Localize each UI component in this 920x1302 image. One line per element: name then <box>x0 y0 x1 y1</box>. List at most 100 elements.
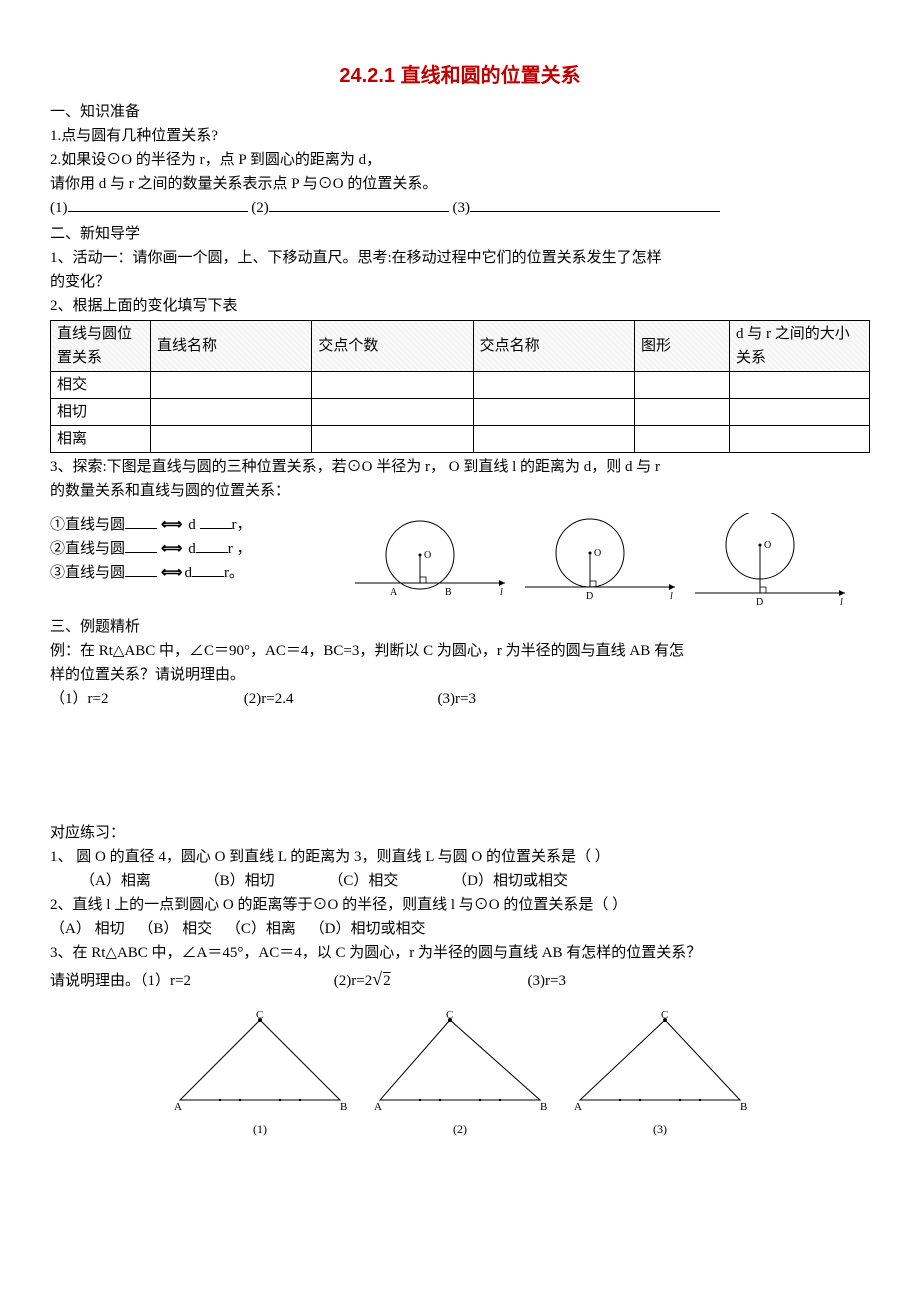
cell[interactable] <box>312 426 473 453</box>
q1-opt-c[interactable]: （C）相交 <box>328 869 398 893</box>
cell[interactable] <box>634 372 729 399</box>
q3-r2: (2)r=2√2 <box>334 965 524 994</box>
rel3-blank1[interactable] <box>125 562 157 577</box>
table-row: 相交 <box>51 372 870 399</box>
line-label: l <box>500 587 503 598</box>
practice-q3a: 3、在 Rt△ABC 中，∠A＝45°，AC＝4，以 C 为圆心，r 为半径的圆… <box>50 941 870 965</box>
line-label: l <box>840 597 843 608</box>
row-1-label: 相切 <box>51 399 151 426</box>
cell[interactable] <box>312 372 473 399</box>
s1-q2a: 2.如果设⊙O 的半径为 r，点 P 到圆心的距离为 d， <box>50 148 870 172</box>
table-row: 相切 <box>51 399 870 426</box>
cell[interactable] <box>473 426 634 453</box>
point-d: D <box>586 591 593 602</box>
q2-opt-a[interactable]: （A） 相切 <box>50 921 125 937</box>
q2-opt-d[interactable]: （D）相切或相交 <box>310 921 426 937</box>
cell[interactable] <box>473 372 634 399</box>
cell[interactable] <box>151 399 312 426</box>
rel2a: ②直线与圆 <box>50 541 125 557</box>
example-r-row: （1）r=2 (2)r=2.4 (3)r=3 <box>50 687 870 711</box>
vertex-b: B <box>340 1101 347 1113</box>
rel1b: d <box>185 517 200 533</box>
vertex-c: C <box>446 1010 453 1021</box>
rel1-blank1[interactable] <box>125 514 157 529</box>
center-label: O <box>424 550 431 561</box>
biimply-icon: ⟺ <box>157 564 185 581</box>
blank-3-label: (3) <box>453 200 471 216</box>
cell[interactable] <box>634 399 729 426</box>
relation-1: ①直线与圆⟺ d r， <box>50 513 330 537</box>
rel2c: r ， <box>228 541 252 557</box>
rel2-blank2[interactable] <box>196 538 228 553</box>
s1-q2b: 请你用 d 与 r 之间的数量关系表示点 P 与⊙O 的位置关系。 <box>50 172 870 196</box>
fig-3-label: (3) <box>570 1120 750 1139</box>
fig-2-label: (2) <box>370 1120 550 1139</box>
circle-figures: O l A B O l D O l <box>350 513 870 613</box>
cell[interactable] <box>151 372 312 399</box>
table-header-row: 直线与圆位置关系 直线名称 交点个数 交点名称 图形 d 与 r 之间的大小关系 <box>51 321 870 372</box>
section-1-head: 一、知识准备 <box>50 100 870 124</box>
q1-opt-b[interactable]: （B）相切 <box>205 869 275 893</box>
cell[interactable] <box>730 372 870 399</box>
vertex-c: C <box>256 1010 263 1021</box>
th-0: 直线与圆位置关系 <box>51 321 151 372</box>
q1-opt-a[interactable]: （A）相离 <box>80 869 151 893</box>
cell[interactable] <box>151 426 312 453</box>
relation-column: ①直线与圆⟺ d r， ②直线与圆 ⟺ d r ， ③直线与圆⟺dr。 <box>50 513 330 585</box>
vertex-a: A <box>374 1101 382 1113</box>
q3r2b: 2 <box>382 973 391 989</box>
row-0-label: 相交 <box>51 372 151 399</box>
q2-opt-b[interactable]: （B） 相交 <box>138 921 212 937</box>
example-1b: 样的位置关系？请说明理由。 <box>50 663 870 687</box>
blank-2-label: (2) <box>251 200 269 216</box>
biimply-icon: ⟺ <box>157 540 185 557</box>
q2-opt-c[interactable]: （C）相离 <box>226 921 296 937</box>
vertex-c: C <box>661 1010 668 1021</box>
cell[interactable] <box>730 399 870 426</box>
fig-separate: O l D <box>690 513 850 613</box>
blank-3[interactable] <box>470 197 720 212</box>
th-3: 交点名称 <box>473 321 634 372</box>
center-label: O <box>764 540 771 551</box>
th-4-text: 图形 <box>641 338 671 354</box>
blank-2[interactable] <box>269 197 449 212</box>
q3b: 请说明理由。（1）r=2 <box>50 969 330 993</box>
cell[interactable] <box>634 426 729 453</box>
s2-a3a: 3、探索:下图是直线与圆的三种位置关系，若⊙O 半径为 r， O 到直线 l 的… <box>50 455 870 479</box>
q2-options: （A） 相切 （B） 相交 （C）相离 （D）相切或相交 <box>50 917 870 941</box>
vertex-b: B <box>740 1101 747 1113</box>
practice-head: 对应练习： <box>50 821 870 845</box>
section-3-head: 三、例题精析 <box>50 615 870 639</box>
q1-opt-d[interactable]: （D）相切或相交 <box>452 869 568 893</box>
cell[interactable] <box>473 399 634 426</box>
triangle-1: A B C (1) <box>170 1010 350 1139</box>
fig-tangent: O l D <box>520 513 680 613</box>
vertex-a: A <box>174 1101 182 1113</box>
s2-a1b: 的变化？ <box>50 270 870 294</box>
th-5-text: d 与 r 之间的大小关系 <box>736 326 850 366</box>
th-1-text: 直线名称 <box>157 338 217 354</box>
blank-1[interactable] <box>68 197 248 212</box>
line-label: l <box>670 591 673 602</box>
table-row: 相离 <box>51 426 870 453</box>
rel1a: ①直线与圆 <box>50 517 125 533</box>
rel3b: d <box>185 565 193 581</box>
point-a: A <box>390 587 398 598</box>
position-table: 直线与圆位置关系 直线名称 交点个数 交点名称 图形 d 与 r 之间的大小关系… <box>50 320 870 453</box>
practice-q1: 1、 圆 O 的直径 4，圆心 O 到直线 L 的距离为 3，则直线 L 与圆 … <box>50 845 870 869</box>
blank-1-label: (1) <box>50 200 68 216</box>
th-0-text: 直线与圆位置关系 <box>57 326 132 366</box>
rel2-blank1[interactable] <box>125 538 157 553</box>
s2-a1a: 1、活动一：请你画一个圆，上、下移动直尺。思考:在移动过程中它们的位置关系发生了… <box>50 246 870 270</box>
th-5: d 与 r 之间的大小关系 <box>730 321 870 372</box>
vertex-b: B <box>540 1101 547 1113</box>
rel1-blank2[interactable] <box>200 514 232 529</box>
q3-r3: (3)r=3 <box>528 973 566 989</box>
cell[interactable] <box>730 426 870 453</box>
practice-q3b-row: 请说明理由。（1）r=2 (2)r=2√2 (3)r=3 <box>50 965 870 994</box>
relation-3: ③直线与圆⟺dr。 <box>50 561 330 585</box>
th-2-text: 交点个数 <box>318 338 378 354</box>
s2-a3b: 的数量关系和直线与圆的位置关系： <box>50 479 870 503</box>
cell[interactable] <box>312 399 473 426</box>
rel3-blank2[interactable] <box>192 562 224 577</box>
